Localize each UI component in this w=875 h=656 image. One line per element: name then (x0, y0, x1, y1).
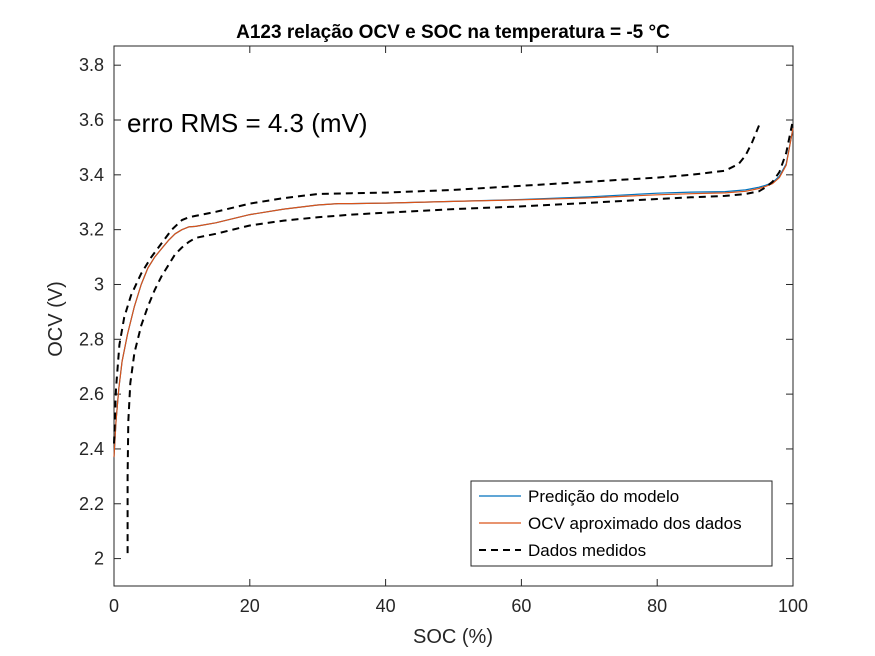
y-tick-label: 2.6 (79, 384, 104, 404)
x-tick-label: 0 (109, 596, 119, 616)
rms-annotation: erro RMS = 4.3 (mV) (127, 108, 368, 138)
x-tick-label: 80 (647, 596, 667, 616)
y-tick-label: 2.8 (79, 329, 104, 349)
series-line-2 (126, 119, 794, 554)
y-tick-label: 3.6 (79, 110, 104, 130)
y-axis-label: OCV (V) (45, 281, 67, 357)
x-axis-label: SOC (%) (413, 626, 493, 648)
y-tick-label: 3.8 (79, 55, 104, 75)
x-tick-label: 40 (376, 596, 396, 616)
legend-label-2: Dados medidos (528, 541, 646, 560)
series-line-2 (113, 125, 760, 444)
legend: Predição do modelo OCV aproximado dos dad… (470, 480, 773, 567)
chart-title: A123 relação OCV e SOC na temperatura = … (236, 22, 670, 43)
y-tick-label: 2.2 (79, 494, 104, 514)
legend-label-0: Predição do modelo (528, 487, 679, 506)
series-line-1 (113, 128, 794, 458)
y-tick-label: 2.4 (79, 439, 104, 459)
x-tick-label: 20 (240, 596, 260, 616)
y-tick-label: 3.4 (79, 165, 104, 185)
legend-label-1: OCV aproximado dos dados (528, 514, 742, 533)
x-tick-label: 100 (778, 596, 808, 616)
y-tick-label: 3.2 (79, 220, 104, 240)
y-tick-label: 3 (94, 274, 104, 294)
legend-box (470, 480, 773, 567)
y-tick-label: 2 (94, 549, 104, 569)
x-tick-label: 60 (511, 596, 531, 616)
